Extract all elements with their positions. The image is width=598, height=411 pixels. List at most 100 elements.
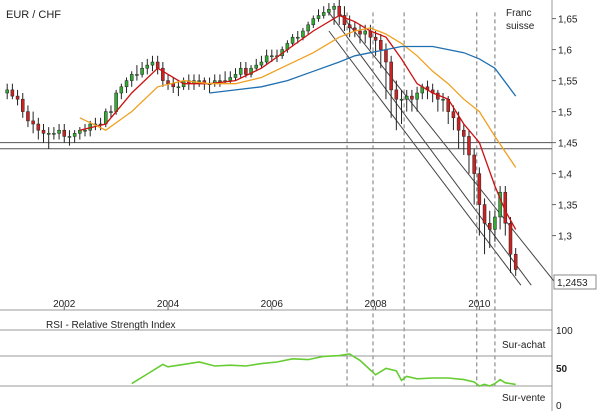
- candle-body-41: [218, 80, 222, 82]
- candle-body-65: [342, 15, 347, 26]
- candle-body-66: [347, 24, 352, 29]
- moving-average-lines: [79, 14, 517, 230]
- last-price-box: [553, 274, 597, 290]
- price-tick-label-0: 1,65: [558, 15, 578, 26]
- candle-body-32: [171, 83, 175, 88]
- candle-body-13: [72, 133, 77, 137]
- candle-body-24: [129, 74, 134, 81]
- rsi-line-series: [131, 353, 516, 387]
- candle-body-74: [389, 61, 393, 91]
- candle-body-62: [327, 9, 331, 13]
- candle-body-21: [114, 92, 118, 112]
- candle-body-98: [513, 253, 518, 270]
- candle-body-1: [10, 89, 15, 97]
- candle-body-68: [358, 30, 362, 35]
- candle-body-63: [332, 5, 336, 10]
- candle-body-30: [161, 67, 165, 81]
- candle-body-59: [311, 18, 316, 26]
- candle-body-60: [316, 15, 321, 19]
- candle-body-90: [472, 154, 476, 174]
- candle-body-47: [249, 67, 253, 75]
- candle-body-73: [384, 49, 388, 63]
- price-tick-label-2: 1,55: [558, 77, 578, 88]
- moving-average-line-2: [209, 45, 517, 97]
- candle-body-7: [41, 129, 46, 134]
- moving-average-line-1: [79, 27, 517, 168]
- candle-body-97: [508, 222, 513, 255]
- candle-body-56: [296, 36, 300, 39]
- candle-body-15: [83, 129, 87, 132]
- year-tick-label-3: 2008: [364, 299, 387, 310]
- candle-body-88: [462, 129, 466, 137]
- candle-body-27: [145, 64, 150, 69]
- candle-body-31: [166, 80, 170, 84]
- rsi-tick-label-2: 0: [556, 401, 562, 411]
- candle-body-5: [31, 120, 35, 125]
- candle-body-37: [197, 80, 201, 82]
- rsi-line: [131, 353, 516, 387]
- candle-body-10: [57, 129, 61, 134]
- oversold-label: Sur-vente: [502, 393, 546, 404]
- marker-date-lines: [346, 12, 496, 386]
- candle-body-9: [52, 133, 56, 135]
- year-axis-ticks: 2002 2004 2006 2008 2010: [53, 299, 491, 310]
- candle-body-84: [441, 98, 445, 101]
- candle-body-91: [477, 173, 482, 205]
- price-tick-label-1: 1,6: [558, 46, 572, 57]
- candle-body-33: [176, 86, 181, 89]
- support-lines: [0, 142, 552, 150]
- chart-title: EUR / CHF: [6, 9, 61, 21]
- rsi-tick-label-0: 100: [556, 326, 573, 337]
- candle-body-45: [238, 67, 243, 75]
- candle-body-76: [399, 98, 404, 101]
- candle-body-92: [482, 204, 487, 224]
- price-tick-label-5: 1,4: [558, 170, 572, 181]
- candle-body-77: [404, 95, 409, 100]
- rsi-tick-label-1: 50: [556, 364, 568, 375]
- candle-body-49: [259, 61, 264, 66]
- candle-body-48: [254, 64, 258, 69]
- candle-body-58: [306, 24, 310, 32]
- candle-body-86: [451, 111, 456, 119]
- candle-body-93: [487, 222, 492, 230]
- candle-body-64: [337, 5, 342, 16]
- last-price-label: 1,2453: [557, 278, 588, 289]
- y-axis-label: Franc suisse: [506, 8, 535, 32]
- candle-body-14: [78, 129, 82, 134]
- year-tick-label-1: 2004: [157, 299, 180, 310]
- candlestick-series: [5, 0, 518, 276]
- year-tick-label-0: 2002: [53, 299, 76, 310]
- candle-body-78: [410, 95, 414, 100]
- candle-body-2: [15, 95, 20, 100]
- candle-body-79: [415, 92, 419, 100]
- candle-body-43: [228, 77, 233, 81]
- candle-body-71: [373, 36, 378, 41]
- candle-body-29: [155, 61, 160, 69]
- y-axis-label-line1: Franc: [506, 8, 532, 19]
- year-tick-label-2: 2006: [261, 299, 284, 310]
- candle-body-12: [67, 136, 72, 138]
- candle-body-20: [109, 111, 113, 113]
- candle-body-55: [290, 36, 295, 44]
- candle-body-0: [5, 89, 9, 94]
- candle-body-6: [36, 123, 41, 131]
- overbought-label: Sur-achat: [502, 340, 546, 351]
- y-axis-label-line2: suisse: [506, 21, 535, 32]
- candle-body-75: [394, 89, 399, 100]
- moving-average-line-0: [79, 14, 517, 230]
- candle-body-3: [21, 98, 25, 112]
- candle-body-22: [119, 86, 124, 94]
- candle-body-44: [233, 74, 238, 78]
- candle-body-72: [379, 40, 383, 50]
- candle-body-50: [264, 55, 269, 63]
- candle-body-61: [321, 12, 326, 16]
- year-tick-label-4: 2010: [468, 299, 491, 310]
- candle-body-87: [456, 117, 461, 131]
- rsi-title: RSI - Relative Strength Index: [46, 320, 176, 331]
- candle-body-57: [301, 30, 305, 38]
- candle-body-94: [493, 216, 497, 230]
- channel-line-0: [328, 30, 522, 286]
- candle-body-28: [150, 61, 155, 66]
- candle-body-95: [498, 191, 502, 218]
